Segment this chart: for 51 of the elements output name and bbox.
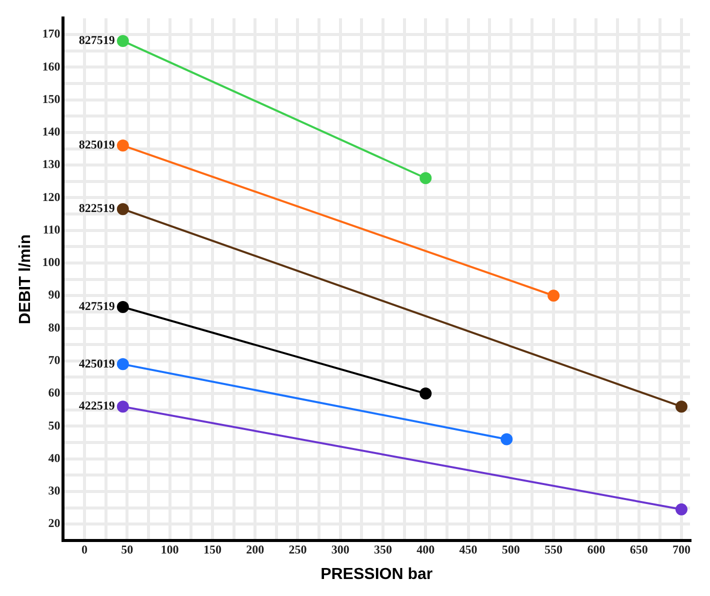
x-tick-label: 700: [672, 542, 690, 557]
point: [420, 172, 432, 184]
point: [116, 203, 129, 216]
point: [116, 400, 129, 413]
y-tick-label: 40: [48, 450, 60, 465]
point: [116, 358, 129, 370]
y-tick-label: 150: [42, 92, 60, 106]
y-axis-title: DEBIT l/min: [17, 234, 34, 324]
x-tick-label: 0: [82, 542, 88, 557]
y-tick-label: 140: [42, 124, 60, 139]
point: [116, 35, 129, 48]
point: [675, 503, 688, 516]
series-label: 825019: [78, 138, 115, 152]
y-tick-label: 120: [42, 190, 60, 204]
x-tick-label: 150: [203, 542, 222, 557]
x-tick-label: 400: [416, 542, 435, 557]
x-tick-label: 100: [160, 542, 179, 557]
point: [675, 400, 688, 413]
x-tick-label: 300: [331, 542, 350, 557]
y-tick-label: 30: [48, 484, 60, 498]
point: [500, 433, 513, 446]
x-tick-label: 50: [121, 542, 134, 557]
x-tick-label: 500: [502, 542, 520, 557]
point: [420, 388, 432, 400]
y-tick-label: 80: [48, 320, 60, 334]
y-tick-label: 60: [48, 386, 60, 400]
x-tick-label: 600: [587, 542, 606, 557]
series-label: 827519: [78, 33, 115, 48]
y-tick-label: 110: [42, 222, 60, 236]
point: [548, 290, 560, 302]
x-tick-label: 650: [630, 542, 648, 557]
x-axis-title: PRESSION bar: [320, 566, 433, 583]
y-tick-label: 130: [42, 157, 60, 172]
x-tick-label: 450: [459, 542, 478, 557]
y-tick-label: 20: [48, 516, 60, 530]
point: [116, 301, 129, 314]
y-tick-label: 90: [48, 288, 60, 302]
point: [116, 139, 129, 152]
y-tick-label: 100: [42, 255, 60, 270]
x-tick-label: 250: [288, 542, 307, 557]
series-label: 422519: [78, 398, 115, 413]
y-tick-label: 160: [42, 59, 60, 74]
x-tick-label: 200: [246, 542, 264, 557]
y-tick-label: 70: [48, 352, 60, 367]
series-label: 425019: [78, 356, 115, 370]
y-tick-label: 50: [48, 418, 60, 432]
y-tick-label: 170: [42, 26, 60, 41]
series-label: 822519: [78, 201, 115, 216]
series-label: 427519: [78, 299, 115, 314]
x-tick-label: 550: [544, 542, 563, 557]
x-tick-label: 350: [374, 542, 392, 557]
